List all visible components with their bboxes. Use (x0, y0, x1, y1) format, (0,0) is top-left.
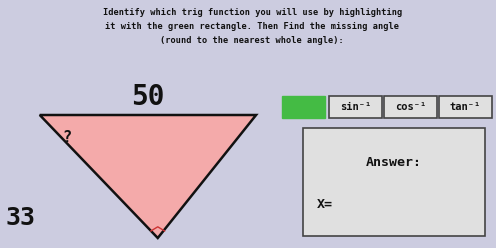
Polygon shape (40, 115, 256, 238)
Text: X=: X= (317, 197, 333, 211)
Text: sin⁻¹: sin⁻¹ (340, 102, 371, 112)
Text: cos⁻¹: cos⁻¹ (395, 102, 426, 112)
FancyBboxPatch shape (329, 96, 382, 118)
Text: ?: ? (62, 129, 72, 145)
FancyBboxPatch shape (439, 96, 492, 118)
Text: 50: 50 (131, 83, 165, 111)
Text: tan⁻¹: tan⁻¹ (450, 102, 481, 112)
Text: (round to the nearest whole angle):: (round to the nearest whole angle): (160, 36, 344, 45)
Text: Identify which trig function you will use by highlighting: Identify which trig function you will us… (103, 8, 402, 17)
FancyBboxPatch shape (303, 128, 485, 236)
FancyBboxPatch shape (384, 96, 437, 118)
Text: 33: 33 (6, 206, 36, 230)
Text: Answer:: Answer: (366, 155, 422, 168)
FancyBboxPatch shape (282, 96, 325, 118)
Text: it with the green rectangle. Then Find the missing angle: it with the green rectangle. Then Find t… (105, 22, 399, 31)
